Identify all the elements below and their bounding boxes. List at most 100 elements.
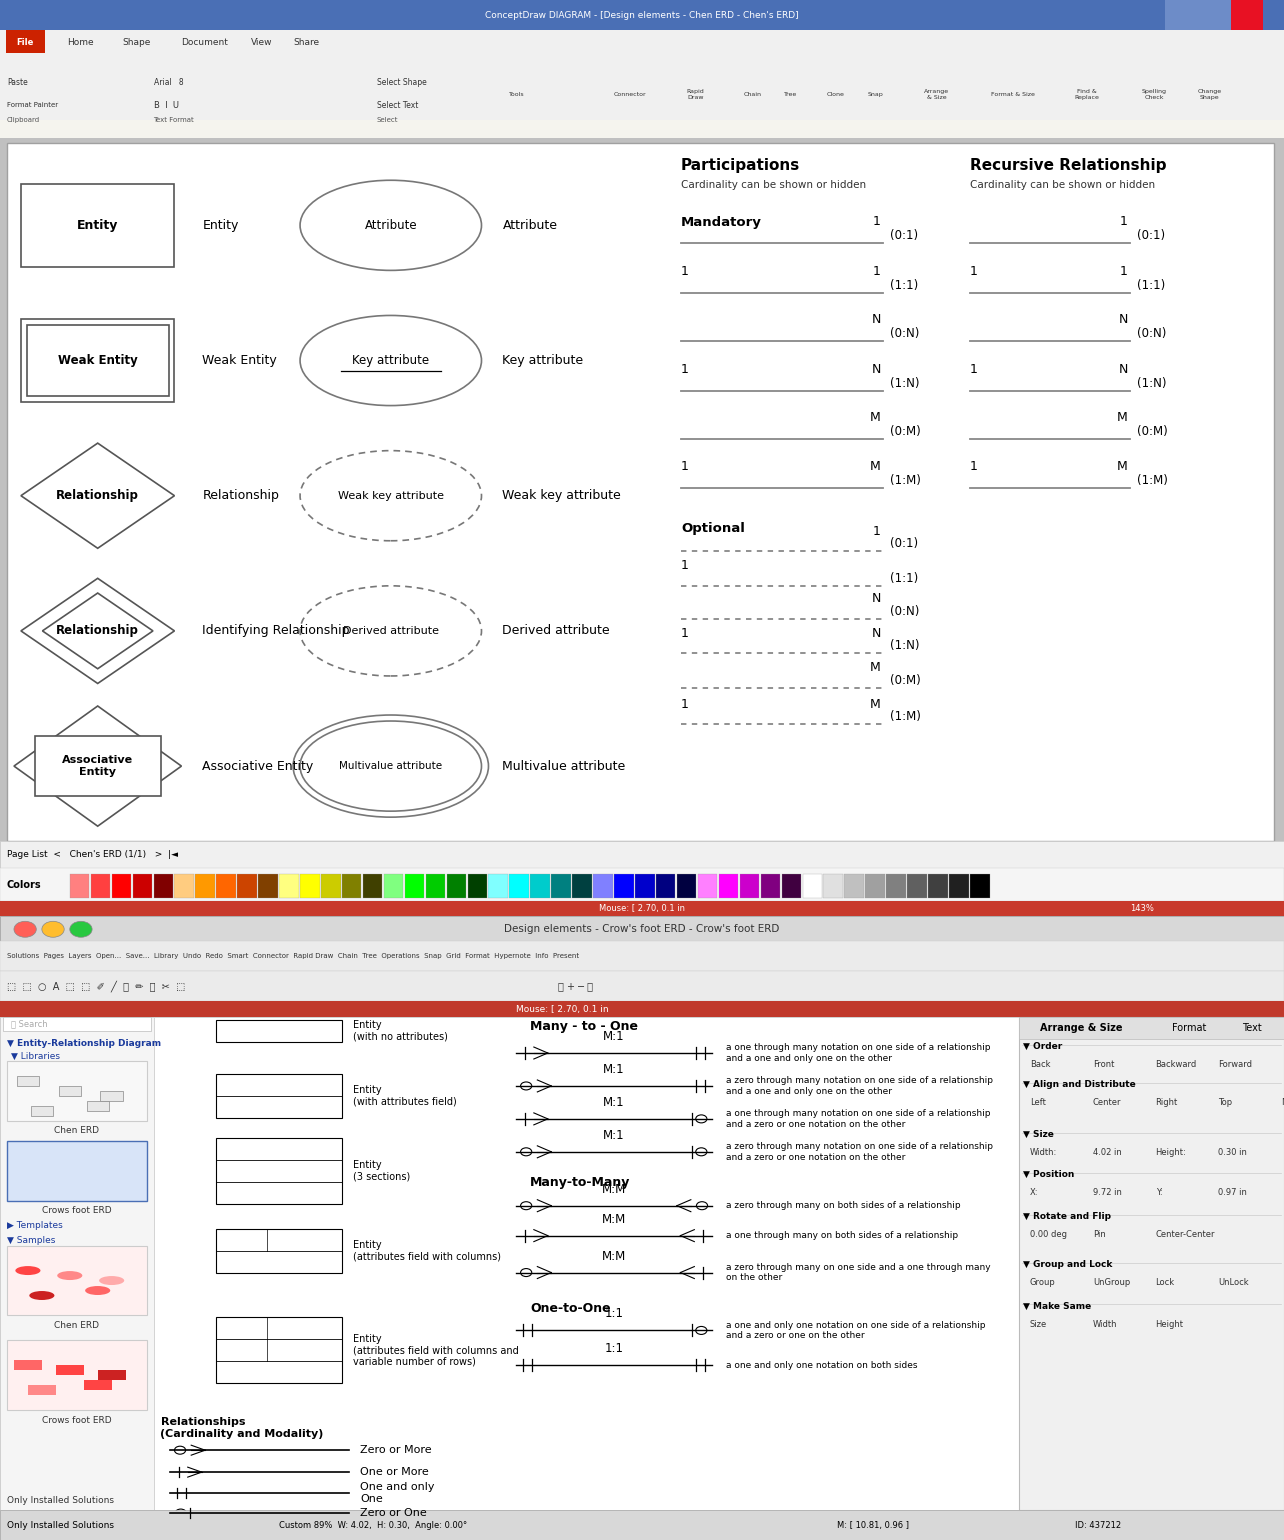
- Text: Front: Front: [1093, 1061, 1115, 1069]
- Bar: [0, 916, 1284, 941]
- Text: Participations: Participations: [681, 157, 800, 172]
- Text: Size: Size: [1030, 1320, 1048, 1329]
- Circle shape: [42, 921, 64, 938]
- Text: Relationship: Relationship: [56, 624, 139, 638]
- Text: One or More: One or More: [360, 1468, 429, 1477]
- Text: Relationship: Relationship: [56, 490, 139, 502]
- Text: Back: Back: [1030, 1061, 1050, 1069]
- Text: Width: Width: [1093, 1320, 1117, 1329]
- Bar: [0, 1511, 1284, 1540]
- Text: Group: Group: [1030, 1278, 1055, 1287]
- Text: M:1: M:1: [603, 1030, 625, 1043]
- Bar: [6, 1061, 146, 1121]
- Bar: [908, 875, 927, 898]
- Text: Tree: Tree: [785, 92, 797, 97]
- Text: ▶ Templates: ▶ Templates: [6, 1221, 63, 1230]
- Text: 1: 1: [873, 216, 881, 228]
- Text: Weak key attribute: Weak key attribute: [502, 490, 621, 502]
- Text: UnGroup: UnGroup: [1093, 1278, 1130, 1287]
- Text: a one through many notation on one side of a relationship
and a one and only one: a one through many notation on one side …: [725, 1043, 990, 1063]
- Bar: [5, 31, 45, 52]
- Text: Solutions  Pages  Layers  Open...  Save...  Library  Undo  Redo  Smart  Connecto: Solutions Pages Layers Open... Save... L…: [6, 953, 579, 959]
- Bar: [28, 1386, 55, 1395]
- Ellipse shape: [58, 1270, 82, 1280]
- Text: Derived attribute: Derived attribute: [343, 625, 439, 636]
- Bar: [216, 1019, 342, 1043]
- Bar: [467, 875, 487, 898]
- Text: Key attribute: Key attribute: [352, 354, 429, 367]
- Bar: [300, 875, 320, 898]
- Text: Select: Select: [376, 117, 398, 123]
- Text: Clone: Clone: [826, 92, 844, 97]
- Bar: [1166, 0, 1199, 31]
- Ellipse shape: [99, 1277, 125, 1284]
- Text: Lock: Lock: [1156, 1278, 1175, 1287]
- Text: Attribute: Attribute: [502, 219, 557, 233]
- Bar: [1198, 0, 1231, 31]
- Bar: [0, 0, 1284, 31]
- Text: X:: X:: [1030, 1189, 1039, 1197]
- Text: Arrange & Size: Arrange & Size: [1040, 1023, 1122, 1033]
- Bar: [14, 1360, 42, 1371]
- Text: N: N: [872, 593, 881, 605]
- Text: Mouse: [ 2.70, 0.1 in: Mouse: [ 2.70, 0.1 in: [516, 1004, 609, 1013]
- Text: 1: 1: [873, 525, 881, 537]
- Text: (0:N): (0:N): [890, 605, 919, 618]
- Text: Crows foot ERD: Crows foot ERD: [42, 1415, 112, 1424]
- Bar: [426, 875, 446, 898]
- Text: (1:M): (1:M): [1138, 474, 1168, 487]
- Text: M: [ 10.81, 0.96 ]: M: [ 10.81, 0.96 ]: [837, 1520, 909, 1529]
- Bar: [216, 1138, 342, 1204]
- Text: 1: 1: [1120, 265, 1127, 277]
- Bar: [740, 875, 759, 898]
- Text: Top: Top: [1219, 1098, 1233, 1107]
- Text: Left: Left: [1030, 1098, 1046, 1107]
- Text: 0.97 in: 0.97 in: [1219, 1189, 1247, 1197]
- Text: (0:M): (0:M): [890, 425, 921, 437]
- Text: Format & Size: Format & Size: [991, 92, 1035, 97]
- Text: 1: 1: [681, 265, 690, 277]
- Bar: [98, 1371, 126, 1380]
- Bar: [238, 875, 257, 898]
- Text: 1: 1: [681, 362, 690, 376]
- Bar: [823, 875, 844, 898]
- Bar: [6, 1340, 146, 1411]
- Bar: [83, 1380, 112, 1391]
- Text: Entity
(with no attributes): Entity (with no attributes): [353, 1021, 448, 1043]
- Text: View: View: [252, 37, 272, 46]
- Text: Cardinality can be shown or hidden: Cardinality can be shown or hidden: [969, 180, 1156, 189]
- Text: Text Format: Text Format: [154, 117, 194, 123]
- Ellipse shape: [15, 1266, 41, 1275]
- Text: Attribute: Attribute: [365, 219, 417, 233]
- Text: 0.30 in: 0.30 in: [1219, 1149, 1247, 1157]
- Text: Only Installed Solutions: Only Installed Solutions: [6, 1520, 114, 1529]
- Bar: [100, 1090, 123, 1101]
- Bar: [27, 325, 169, 396]
- Circle shape: [520, 1269, 532, 1277]
- Text: (1:N): (1:N): [890, 377, 919, 390]
- Text: a zero through many notation on one side of a relationship
and a one and only on: a zero through many notation on one side…: [725, 1076, 993, 1095]
- Text: Share: Share: [293, 37, 320, 46]
- Text: ▼ Size: ▼ Size: [1023, 1130, 1054, 1140]
- Circle shape: [520, 1201, 532, 1210]
- Text: Format: Format: [1172, 1023, 1207, 1033]
- Text: Relationships
(Cardinality and Modality): Relationships (Cardinality and Modality): [160, 1417, 324, 1438]
- Bar: [573, 875, 592, 898]
- Text: Mouse: [ 2.70, 0.1 in: Mouse: [ 2.70, 0.1 in: [600, 904, 684, 913]
- Text: Recursive Relationship: Recursive Relationship: [969, 157, 1166, 172]
- Text: M: M: [1117, 460, 1127, 473]
- Bar: [0, 1016, 154, 1511]
- Polygon shape: [21, 444, 175, 548]
- Text: M:M: M:M: [602, 1249, 627, 1263]
- Bar: [0, 941, 1284, 972]
- Bar: [0, 869, 1284, 901]
- Bar: [216, 1229, 342, 1272]
- Text: Pin: Pin: [1093, 1230, 1106, 1240]
- Bar: [845, 875, 864, 898]
- Bar: [530, 875, 550, 898]
- Bar: [132, 875, 152, 898]
- Bar: [59, 1086, 81, 1096]
- Bar: [21, 183, 175, 266]
- Text: Weak Entity: Weak Entity: [58, 354, 137, 367]
- Text: (1:1): (1:1): [890, 571, 918, 585]
